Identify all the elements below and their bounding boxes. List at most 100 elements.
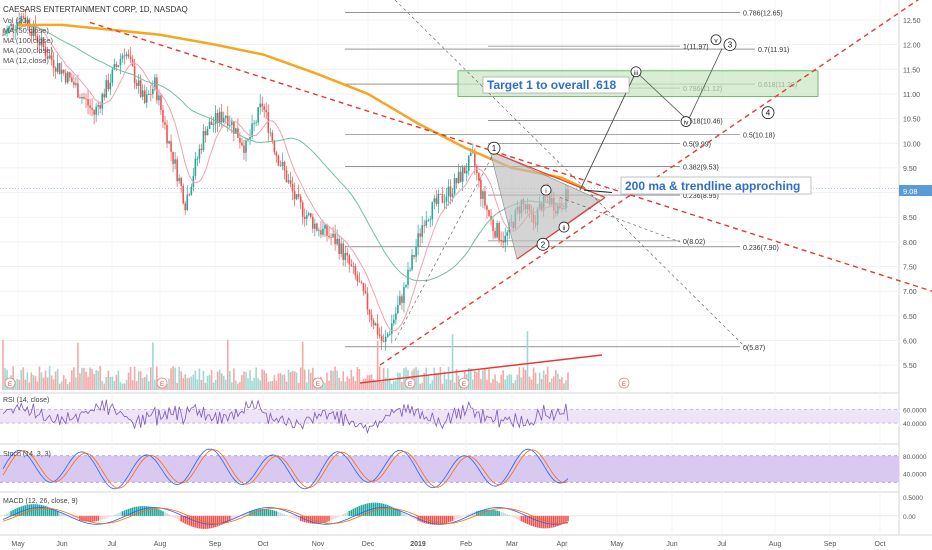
candle-body [488,209,490,216]
volume-bar [111,376,114,390]
volume-bar [152,342,154,390]
time-tick-label: Oct [875,541,886,548]
volume-bar [229,370,231,390]
macd-hist-bar [350,509,353,516]
macd-hist-bar [401,512,403,516]
candle-body [164,122,166,125]
macd-hist-bar [283,514,286,516]
candle-body [287,180,290,183]
candle-body [478,173,480,180]
macd-hist-bar [160,510,162,516]
volume-bar [216,371,219,390]
volume-bar [67,383,69,390]
earnings-marker-label: E [622,381,627,388]
candle-body [480,179,482,199]
candle-body [433,198,436,203]
candle-body [376,323,379,335]
earnings-marker [312,377,324,389]
candle-body [316,223,318,231]
candle-body [208,121,211,129]
volume-bar [415,367,417,390]
fib-label: 1(11.97) [683,44,709,51]
macd-hist-bar [403,513,405,516]
macd-hist-bar [28,504,31,516]
candle-body [95,106,97,115]
candle-body [133,66,136,84]
macd-hist-bar [405,514,407,516]
macd-hist-bar [474,511,476,516]
volume-bar [210,369,213,390]
candle-body [127,54,130,57]
macd-hist-bar [512,515,515,518]
candle-body [170,141,172,152]
volume-bar [330,370,332,390]
macd-hist-bar [235,515,237,518]
candle-body [425,220,428,226]
macd-hist-bar [567,515,569,522]
volume-bar [427,374,430,390]
candle-body [267,112,270,133]
candle-body [166,124,168,144]
volume-bar [143,376,146,390]
candle-body [52,59,55,68]
candle-body [141,90,144,97]
volume-bar [445,379,448,390]
macd-hist-bar [30,504,33,516]
macd-hist-bar [220,515,223,525]
candle-body [216,113,219,124]
candle-body [498,223,500,240]
macd-hist-bar [488,509,490,516]
volume-bar [508,373,511,390]
macd-tick-label: 0.5000 [903,495,923,502]
macd-hist-bar [530,515,533,526]
candle-body [447,186,450,197]
macd-hist-bar [348,511,351,516]
wave-marker [558,221,570,233]
candle-body [105,80,108,98]
macd-hist-bar [255,509,257,516]
volume-bar [46,377,49,390]
candle-body [101,93,104,109]
volume-bar [275,380,278,390]
candle-body [214,113,217,124]
candle-body [437,193,440,204]
wave-label: 1 [492,144,497,153]
time-tick-label: May [610,541,624,548]
volume-bar [494,374,496,390]
macd-hist-bar [208,515,211,529]
macd-hist-bar [354,507,357,516]
candle-body [500,239,502,241]
price-tick-label: 8.00 [903,240,917,247]
volume-bar [303,369,306,390]
macd-hist-bar [356,506,359,516]
volume-bar [524,370,527,390]
candle-body [265,109,268,113]
candle-body [212,123,215,126]
volume-bar [206,375,209,390]
macd-hist-bar [77,515,79,520]
volume-bar [453,382,456,390]
volume-bar [28,382,31,390]
volume-bar [174,367,176,390]
volume-bar [93,374,95,390]
macd-hist-bar [478,510,480,516]
macd-hist-bar [99,515,101,521]
volume-bar [60,381,63,390]
candle-body [356,275,359,282]
volume-bar [293,371,296,390]
candle-body [69,72,71,78]
macd-hist-bar [526,515,529,525]
macd-hist-bar [553,515,555,528]
macd-hist-bar [316,515,318,524]
volume-bar [233,368,235,390]
volume-bar [486,379,488,390]
wave-label: i [545,188,546,195]
candle-body [30,31,33,37]
volume-bar [261,369,263,390]
candle-body [455,177,458,184]
macd-hist-bar [374,502,377,516]
volume-bar [546,366,549,390]
time-tick-label: Nov [312,541,325,548]
candle-body [305,215,308,219]
